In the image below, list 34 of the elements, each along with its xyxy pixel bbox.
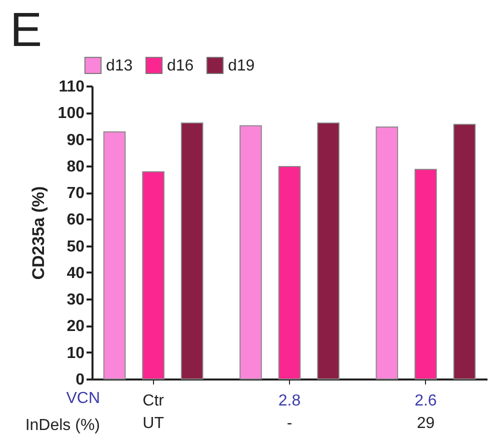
- y-axis-title: CD235a (%): [28, 186, 48, 280]
- bar: [278, 166, 301, 380]
- x-tick-label: Ctr: [142, 392, 165, 410]
- chart-title: E: [10, 4, 42, 57]
- legend-label: d13: [106, 57, 133, 74]
- y-tick-label: 40: [66, 264, 85, 282]
- text: VCN: [66, 390, 100, 407]
- text: -: [286, 415, 292, 432]
- bar: [414, 168, 437, 380]
- y-tick-label: 0: [76, 372, 85, 388]
- bar: [317, 122, 340, 380]
- y-tick-label: 30: [66, 292, 85, 309]
- y-tick-label: 100: [58, 105, 85, 122]
- y-tick-label: 20: [66, 318, 85, 336]
- x-tick-label: 2.8: [278, 392, 301, 410]
- x-tick-label: 2.6: [414, 392, 437, 410]
- y-tick-label: 80: [66, 158, 85, 176]
- y-tick-label: 90: [66, 132, 85, 149]
- bar: [142, 171, 164, 380]
- bar: [376, 126, 398, 380]
- bar: [103, 131, 126, 380]
- text: UT: [142, 415, 164, 432]
- bar: [240, 125, 262, 380]
- y-tick-label: 10: [66, 344, 85, 362]
- text: InDels (%): [25, 417, 100, 434]
- y-tick-label: 50: [66, 238, 85, 256]
- y-tick-label: 60: [66, 212, 85, 229]
- legend-label: d16: [167, 57, 194, 74]
- bar: [453, 124, 476, 380]
- y-tick-label: 70: [66, 185, 85, 202]
- text: 29: [416, 415, 435, 432]
- legend-label: d19: [228, 57, 255, 74]
- y-tick-label: 110: [58, 78, 85, 96]
- bar: [180, 122, 204, 380]
